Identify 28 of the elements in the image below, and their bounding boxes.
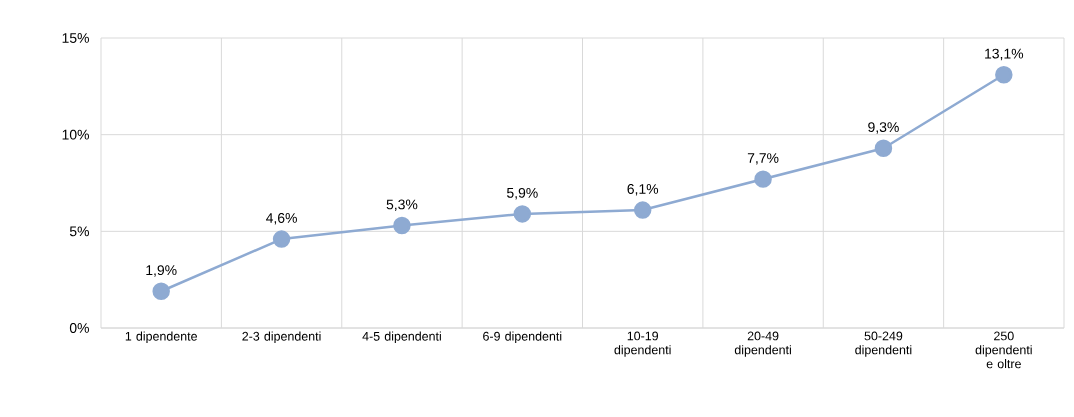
point: [152, 282, 170, 301]
point: [513, 205, 532, 223]
y-tick-label: 0%: [69, 323, 89, 333]
point: [874, 139, 893, 157]
point: [754, 170, 772, 188]
y-tick-label: 5%: [69, 226, 89, 237]
data-label: 9,3%: [868, 122, 899, 134]
point: [995, 65, 1013, 84]
point: [272, 230, 291, 248]
data-label: 5,9%: [506, 187, 538, 200]
data-label: 13,1%: [985, 48, 1024, 61]
y-tick-label: 10%: [62, 129, 89, 140]
x-tick-label: 2-3 dipendenti: [242, 331, 321, 344]
x-tick-label: 50-249 dipendenti: [855, 331, 912, 357]
data-label: 7,7%: [747, 153, 779, 165]
data-label: 6,1%: [627, 184, 659, 196]
point: [393, 216, 411, 235]
x-tick-label: 250 dipendenti e oltre: [975, 331, 1032, 369]
x-tick-label: 20-49 dipendenti: [734, 331, 791, 357]
data-label: 1,9%: [146, 265, 177, 277]
x-tick-label: 6-9 dipendenti: [483, 331, 562, 344]
x-tick-label: 10-19 dipendenti: [614, 331, 671, 357]
data-label: 4,6%: [265, 213, 297, 225]
data-label: 5,3%: [386, 199, 418, 212]
y-tick-label: 15%: [62, 33, 89, 43]
x-tick-label: 4-5 dipendenti: [362, 331, 441, 344]
x-tick-label: 1 dipendente: [125, 331, 197, 344]
point: [633, 201, 652, 219]
